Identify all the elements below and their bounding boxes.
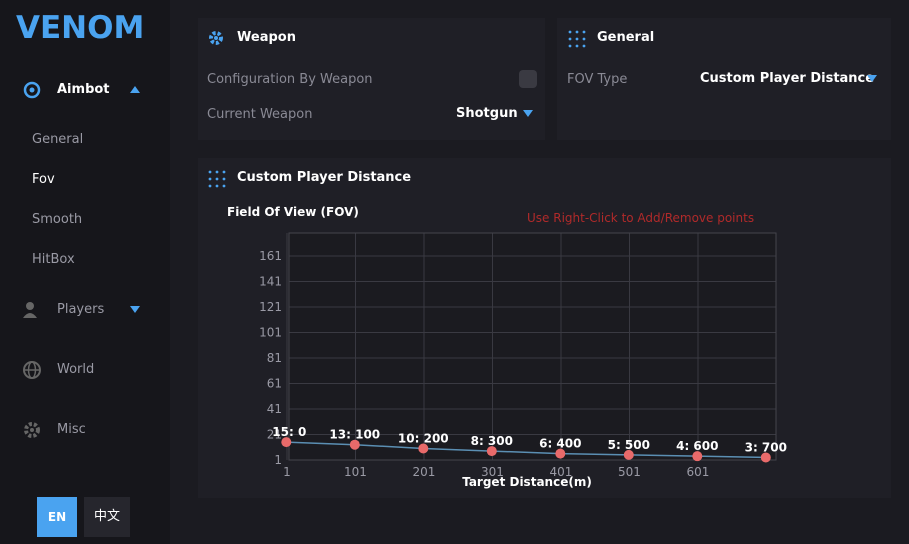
annotation: Use Right-Click to Add/Remove points	[527, 211, 754, 225]
point-label: 3: 700	[745, 440, 787, 454]
menu-item[interactable]: Aimbot	[57, 82, 110, 97]
point-label: 8: 300	[471, 434, 513, 448]
submenu-item[interactable]: HitBox	[32, 252, 75, 267]
icon	[23, 361, 41, 379]
panel-title: Custom Player Distance	[237, 170, 412, 185]
submenu-item[interactable]: Smooth	[32, 212, 83, 227]
point	[692, 451, 703, 462]
submenu-item[interactable]: Fov	[32, 172, 55, 187]
dropdown[interactable]: Custom Player Distance	[700, 71, 875, 86]
menu-item[interactable]: World	[57, 362, 95, 377]
menu-item[interactable]: Misc	[57, 422, 86, 437]
icon	[208, 170, 226, 188]
icon	[568, 30, 586, 48]
row-label: FOV Type	[567, 72, 628, 87]
language-button[interactable]: 中文	[84, 497, 130, 537]
general-panel	[557, 18, 891, 140]
sidebar	[0, 0, 170, 544]
point-label: 5: 500	[608, 438, 650, 452]
panel-title: Weapon	[237, 30, 296, 45]
x-axis-title: Target Distance(m)	[462, 475, 592, 489]
icon	[209, 31, 223, 45]
x-tick-label: 501	[618, 465, 641, 479]
point-label: 4: 600	[676, 439, 718, 453]
point	[555, 448, 566, 459]
y-axis-title: Field Of View (FOV)	[227, 205, 359, 219]
language-button[interactable]: EN	[37, 497, 77, 537]
y-tick-label: 41	[267, 402, 282, 416]
submenu-item[interactable]: General	[32, 132, 84, 147]
icon	[523, 110, 533, 117]
point-label: 6: 400	[539, 437, 581, 451]
weapon-panel	[198, 18, 545, 140]
y-tick-label: 21	[267, 427, 282, 441]
x-tick-label: 101	[344, 465, 367, 479]
y-tick-label: 81	[267, 351, 282, 365]
row-label: Configuration By Weapon	[207, 72, 373, 87]
point	[486, 446, 497, 457]
point-label: 13: 100	[329, 428, 380, 442]
x-tick-label: 201	[413, 465, 436, 479]
y-tick-label: 121	[259, 300, 282, 314]
checkbox[interactable]	[519, 70, 537, 88]
point	[281, 437, 292, 448]
point	[623, 449, 634, 460]
plot-border	[288, 232, 777, 461]
plot-area	[289, 233, 776, 460]
point-label: 15: 0	[272, 425, 306, 439]
icon	[24, 422, 40, 438]
x-tick-label: 301	[481, 465, 504, 479]
x-tick-label: 401	[550, 465, 573, 479]
point-label: 10: 200	[398, 432, 449, 446]
curve	[286, 441, 766, 459]
menu-item[interactable]: Players	[57, 302, 105, 317]
y-tick-label: 161	[259, 249, 282, 263]
icon	[867, 75, 877, 82]
logo: VENOM	[16, 10, 145, 46]
row-label: Current Weapon	[207, 107, 313, 122]
icon	[130, 86, 140, 93]
dropdown[interactable]: Shotgun	[456, 106, 518, 121]
x-tick-label: 1	[283, 465, 291, 479]
y-tick-label: 101	[259, 325, 282, 339]
y-tick-label: 1	[274, 453, 282, 467]
y-tick-label: 141	[259, 274, 282, 288]
point	[418, 443, 429, 454]
x-tick-label: 601	[687, 465, 710, 479]
y-tick-label: 61	[267, 376, 282, 390]
point	[760, 452, 771, 463]
icon	[23, 81, 41, 99]
icon	[130, 306, 140, 313]
panel-title: General	[597, 30, 655, 45]
icon	[23, 302, 37, 318]
point	[349, 439, 360, 450]
